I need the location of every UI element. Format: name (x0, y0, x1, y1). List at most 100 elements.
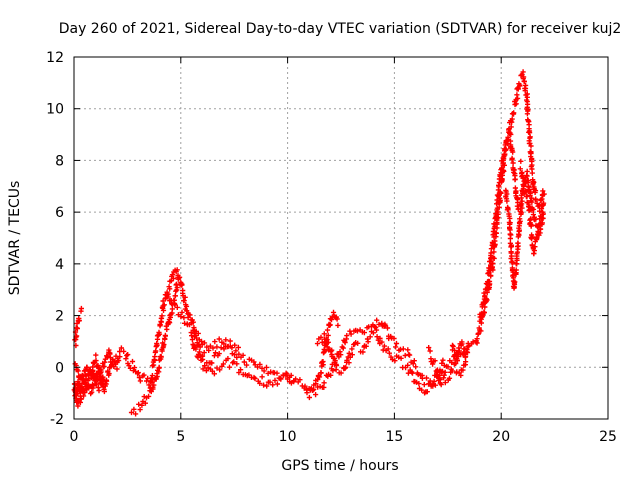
data-point (284, 371, 290, 377)
data-point (137, 407, 143, 413)
data-point (174, 304, 180, 310)
data-point (381, 343, 387, 349)
data-point (349, 346, 355, 352)
data-point (193, 346, 199, 352)
data-point (105, 354, 111, 360)
data-point (516, 231, 522, 237)
data-point (304, 390, 310, 396)
data-point (528, 143, 534, 149)
data-point (187, 322, 193, 328)
data-point (181, 298, 187, 304)
data-point (100, 374, 106, 380)
data-point (217, 367, 223, 373)
data-point (465, 343, 471, 350)
data-point (495, 193, 501, 199)
data-point (385, 346, 391, 352)
data-point (530, 212, 536, 218)
data-point (367, 334, 373, 340)
y-tick-label: 6 (55, 205, 64, 221)
y-tick-label: 2 (55, 309, 64, 325)
data-point (206, 347, 212, 353)
data-point (180, 287, 186, 294)
x-tick-label: 25 (599, 429, 617, 445)
data-point (106, 371, 112, 377)
data-point (324, 344, 330, 350)
data-point (272, 377, 278, 383)
data-point (210, 345, 216, 351)
data-point (191, 334, 197, 340)
data-point (174, 285, 180, 291)
data-point (313, 392, 319, 398)
data-point (531, 184, 537, 190)
data-point (157, 322, 163, 328)
data-point (116, 358, 122, 364)
data-point (244, 362, 250, 368)
data-point (278, 376, 284, 382)
data-point (520, 175, 526, 181)
data-point (346, 350, 352, 356)
data-point (128, 409, 135, 416)
data-point (407, 352, 413, 358)
data-point (216, 351, 222, 357)
data-point (398, 355, 404, 361)
data-point (416, 381, 422, 387)
data-point (446, 375, 453, 381)
data-point (155, 332, 161, 338)
data-point (313, 381, 319, 387)
data-point (131, 406, 137, 412)
data-point (512, 177, 518, 183)
data-point (531, 179, 537, 185)
data-point (503, 146, 509, 152)
data-point (374, 334, 380, 340)
data-point (322, 336, 328, 342)
data-point (527, 206, 533, 213)
data-point (274, 370, 280, 376)
data-point (525, 177, 531, 183)
data-point (540, 188, 546, 194)
data-point (288, 372, 294, 378)
data-point (355, 340, 361, 346)
data-point (252, 375, 258, 382)
data-point (118, 345, 124, 351)
data-point (453, 360, 459, 367)
data-point (201, 350, 207, 356)
data-point (93, 358, 99, 364)
data-point (464, 347, 470, 353)
data-point (321, 384, 327, 390)
data-point (463, 353, 469, 360)
data-point (147, 385, 153, 391)
data-point (230, 360, 236, 366)
data-point (236, 351, 242, 357)
data-point (318, 370, 324, 376)
data-point (283, 370, 289, 376)
data-point (527, 134, 533, 140)
data-point (161, 302, 167, 308)
data-point (524, 97, 530, 103)
data-point (504, 198, 510, 204)
data-point (490, 240, 496, 246)
data-point (259, 374, 265, 380)
data-point (405, 362, 411, 368)
data-point (438, 368, 444, 374)
data-point (81, 378, 87, 384)
data-point (231, 352, 238, 358)
data-point (332, 359, 338, 366)
data-point (251, 359, 257, 365)
data-point (460, 367, 466, 373)
data-point (458, 372, 464, 378)
data-point (142, 400, 148, 406)
data-point (391, 335, 397, 342)
data-point (373, 327, 380, 333)
data-point (376, 321, 382, 327)
data-point (479, 310, 485, 316)
data-point (156, 331, 163, 337)
data-point (483, 286, 489, 292)
data-point (537, 221, 543, 227)
data-point (522, 85, 529, 92)
data-point (196, 349, 203, 355)
data-point (325, 332, 331, 338)
data-point (525, 108, 531, 114)
data-point (197, 353, 203, 359)
data-point (427, 348, 433, 354)
data-point (541, 200, 547, 206)
